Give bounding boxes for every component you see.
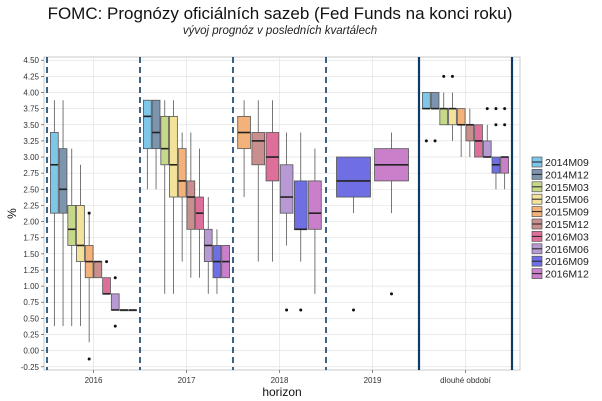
box-2015M03 bbox=[439, 108, 449, 126]
box-2015M06 bbox=[169, 115, 178, 198]
y-tick-label: 3.50 bbox=[23, 121, 39, 130]
outlier-point bbox=[113, 324, 117, 328]
legend-label: 2016M09 bbox=[545, 256, 589, 268]
outlier-point bbox=[285, 308, 289, 312]
outlier-point bbox=[352, 308, 355, 312]
y-tick-label: 3.25 bbox=[23, 137, 39, 146]
y-tick-label: 0.50 bbox=[23, 314, 39, 323]
x-tick-label: 2016 bbox=[85, 376, 103, 385]
x-tick-label: 2018 bbox=[271, 376, 289, 385]
box-2015M09 bbox=[456, 108, 466, 126]
legend-label: 2015M06 bbox=[545, 194, 589, 206]
box-2016M12 bbox=[308, 180, 322, 230]
outlier-point bbox=[503, 107, 507, 111]
y-tick-label: 4.25 bbox=[23, 72, 39, 81]
box-2014M09 bbox=[422, 92, 431, 110]
y-tick-label: 1.75 bbox=[23, 234, 39, 243]
chart-subtitle: vývoj prognóz v posledních kvartálech bbox=[182, 25, 378, 37]
legend-label: 2015M12 bbox=[545, 219, 589, 231]
box-2015M06 bbox=[448, 108, 457, 126]
box-2016M06 bbox=[279, 164, 294, 214]
outlier-point bbox=[105, 260, 109, 264]
x-tick-label: 2019 bbox=[364, 376, 382, 385]
y-tick-label: 4.00 bbox=[23, 88, 39, 97]
legend-label: 2015M03 bbox=[545, 182, 589, 194]
box-2016M09 bbox=[336, 156, 371, 198]
y-tick-label: 1.25 bbox=[23, 266, 39, 275]
y-axis-title: % bbox=[5, 208, 19, 219]
outlier-point bbox=[299, 308, 303, 312]
legend-label: 2016M03 bbox=[545, 231, 589, 243]
outlier-point bbox=[433, 139, 437, 143]
y-tick-label: 2.25 bbox=[23, 201, 39, 210]
y-tick-label: 2.50 bbox=[23, 185, 39, 194]
x-tick-label: 2017 bbox=[178, 376, 196, 385]
y-tick-label: -0.25 bbox=[21, 363, 40, 372]
box-2015M12 bbox=[186, 180, 196, 230]
box-2015M03 bbox=[160, 115, 170, 166]
outlier-point bbox=[494, 107, 498, 111]
outlier-point bbox=[87, 357, 91, 361]
y-tick-label: 3.00 bbox=[23, 153, 39, 162]
y-tick-label: 2.75 bbox=[23, 169, 39, 178]
box-2015M12 bbox=[93, 261, 103, 279]
chart-title: FOMC: Prognózy oficiálních sazeb (Fed Fu… bbox=[47, 4, 513, 23]
outlier-point bbox=[442, 74, 446, 78]
box-2016M06 bbox=[482, 140, 492, 158]
y-tick-label: 3.75 bbox=[23, 105, 39, 114]
box-2015M12 bbox=[251, 132, 266, 166]
legend-label: 2015M09 bbox=[545, 207, 589, 219]
box-2016M03 bbox=[102, 277, 111, 295]
box-2014M09 bbox=[50, 132, 59, 214]
outlier-point bbox=[503, 123, 507, 127]
y-tick-label: 0.25 bbox=[23, 331, 39, 340]
y-tick-label: 1.50 bbox=[23, 250, 39, 259]
legend-label: 2014M09 bbox=[545, 157, 589, 169]
outlier-point bbox=[424, 139, 428, 143]
box-2015M09 bbox=[177, 148, 187, 198]
box-2014M12 bbox=[430, 92, 440, 110]
outlier-point bbox=[113, 276, 117, 280]
x-tick-label: dlouhé období bbox=[440, 376, 491, 385]
y-tick-label: 0.00 bbox=[23, 347, 39, 356]
legend-label: 2016M12 bbox=[545, 269, 589, 281]
box-2016M12 bbox=[500, 156, 509, 174]
y-tick-label: 2.00 bbox=[23, 218, 39, 227]
outlier-point bbox=[485, 107, 489, 111]
outlier-point bbox=[87, 211, 91, 215]
box-2014M12 bbox=[58, 148, 68, 214]
outlier-point bbox=[450, 74, 454, 78]
outlier-point bbox=[494, 123, 498, 127]
box-2015M06 bbox=[76, 205, 85, 262]
legend-label: 2014M12 bbox=[545, 169, 589, 181]
box-2014M09 bbox=[143, 99, 152, 150]
box-2016M09 bbox=[293, 180, 308, 230]
box-2015M12 bbox=[465, 124, 475, 142]
box-2014M12 bbox=[151, 99, 161, 150]
y-tick-label: 1.00 bbox=[23, 282, 39, 291]
legend-label: 2016M06 bbox=[545, 244, 589, 256]
y-tick-label: 4.50 bbox=[23, 56, 39, 65]
y-tick-label: 0.75 bbox=[23, 298, 39, 307]
box-2016M06 bbox=[110, 293, 120, 311]
outlier-point bbox=[390, 292, 393, 296]
x-axis-title: horizon bbox=[262, 385, 301, 399]
box-2015M03 bbox=[67, 205, 77, 246]
